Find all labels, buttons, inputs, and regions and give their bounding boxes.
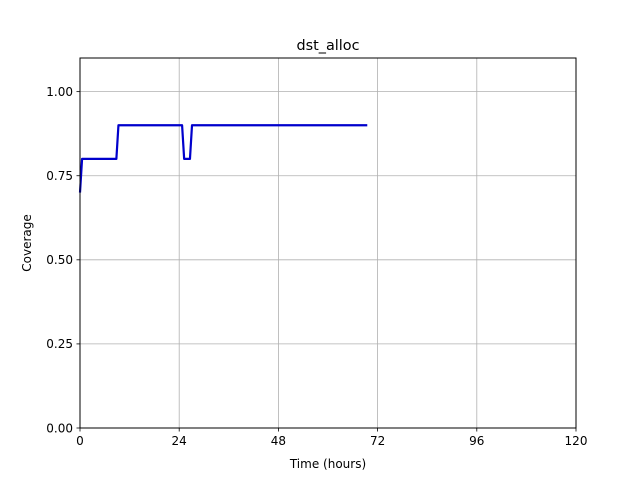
x-tick-label: 120 bbox=[565, 434, 588, 448]
y-tick-label: 0.75 bbox=[46, 169, 73, 183]
y-axis-label: Coverage bbox=[20, 214, 34, 272]
series-layer bbox=[78, 124, 368, 193]
x-tick-label: 48 bbox=[271, 434, 286, 448]
y-tick-label: 1.00 bbox=[46, 85, 73, 99]
y-tick-label: 0.00 bbox=[46, 421, 73, 435]
x-axis-label: Time (hours) bbox=[289, 457, 366, 471]
y-axis: 0.00 0.25 0.50 0.75 1.00 bbox=[46, 85, 80, 435]
x-axis: 0 24 48 72 96 120 bbox=[76, 428, 587, 448]
x-tick-label: 72 bbox=[370, 434, 385, 448]
x-tick-label: 96 bbox=[469, 434, 484, 448]
y-tick-label: 0.25 bbox=[46, 337, 73, 351]
x-tick-label: 24 bbox=[172, 434, 187, 448]
x-tick-label: 0 bbox=[76, 434, 84, 448]
chart-title: dst_alloc bbox=[296, 38, 359, 54]
y-tick-label: 0.50 bbox=[46, 253, 73, 267]
plot-frame bbox=[79, 57, 577, 429]
series-line bbox=[78, 124, 368, 193]
